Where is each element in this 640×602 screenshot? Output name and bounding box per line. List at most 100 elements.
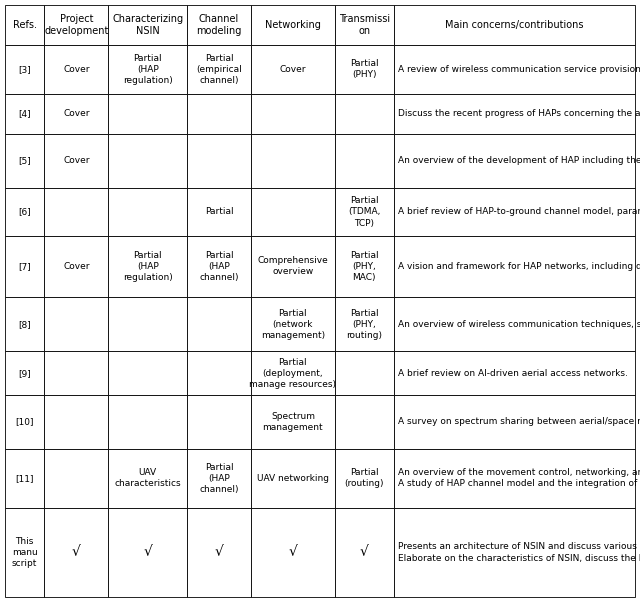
Text: An overview of wireless communication techniques, system architectures, and open: An overview of wireless communication te… — [398, 320, 640, 329]
Bar — [251, 395, 335, 448]
Text: Main concerns/contributions: Main concerns/contributions — [445, 20, 584, 30]
Bar — [5, 352, 44, 395]
Text: Cover: Cover — [63, 65, 90, 74]
Bar — [335, 352, 394, 395]
Text: [11]: [11] — [15, 474, 34, 483]
Text: Partial
(network
management): Partial (network management) — [261, 309, 325, 340]
Bar — [44, 134, 108, 188]
Bar — [335, 45, 394, 94]
Text: Project
development: Project development — [44, 14, 109, 36]
Bar — [44, 297, 108, 352]
Text: Discuss the recent progress of HAPs concerning the aspects of shape optimization: Discuss the recent progress of HAPs conc… — [398, 110, 640, 119]
Text: [5]: [5] — [19, 157, 31, 166]
Bar — [251, 448, 335, 508]
Bar — [187, 5, 251, 45]
Text: Partial
(empirical
channel): Partial (empirical channel) — [196, 54, 242, 85]
Bar — [44, 508, 108, 597]
Bar — [187, 352, 251, 395]
Bar — [108, 94, 187, 134]
Text: Transmissi
on: Transmissi on — [339, 14, 390, 36]
Bar — [44, 5, 108, 45]
Bar — [251, 5, 335, 45]
Text: Cover: Cover — [63, 157, 90, 166]
Text: Refs.: Refs. — [13, 20, 36, 30]
Bar — [251, 45, 335, 94]
Bar — [251, 188, 335, 235]
Text: UAV
characteristics: UAV characteristics — [115, 468, 181, 488]
Text: An overview of the movement control, networking, and transmission technologies o: An overview of the movement control, net… — [398, 468, 640, 488]
Bar — [335, 297, 394, 352]
Bar — [44, 188, 108, 235]
Bar — [187, 45, 251, 94]
Bar — [187, 94, 251, 134]
Bar — [44, 45, 108, 94]
Bar — [108, 297, 187, 352]
Text: √: √ — [214, 545, 223, 559]
Bar — [108, 5, 187, 45]
Bar — [251, 235, 335, 297]
Text: Spectrum
management: Spectrum management — [262, 412, 323, 432]
Text: Partial
(HAP
regulation): Partial (HAP regulation) — [123, 54, 173, 85]
Bar — [108, 134, 187, 188]
Text: Partial
(routing): Partial (routing) — [344, 468, 384, 488]
Text: [9]: [9] — [19, 369, 31, 378]
Bar — [108, 508, 187, 597]
Bar — [5, 297, 44, 352]
Bar — [251, 297, 335, 352]
Text: [4]: [4] — [19, 110, 31, 119]
Text: √: √ — [143, 545, 152, 559]
Bar — [5, 508, 44, 597]
Bar — [394, 94, 635, 134]
Bar — [187, 448, 251, 508]
Text: [10]: [10] — [15, 417, 34, 426]
Bar — [394, 352, 635, 395]
Text: A brief review on AI-driven aerial access networks.: A brief review on AI-driven aerial acces… — [398, 369, 628, 378]
Bar — [44, 395, 108, 448]
Text: Partial
(PHY,
routing): Partial (PHY, routing) — [346, 309, 382, 340]
Bar — [394, 5, 635, 45]
Bar — [251, 508, 335, 597]
Text: Cover: Cover — [63, 110, 90, 119]
Bar — [108, 188, 187, 235]
Text: [3]: [3] — [19, 65, 31, 74]
Text: [8]: [8] — [19, 320, 31, 329]
Text: Partial
(PHY,
MAC): Partial (PHY, MAC) — [350, 251, 379, 282]
Bar — [5, 45, 44, 94]
Bar — [187, 508, 251, 597]
Bar — [108, 235, 187, 297]
Bar — [44, 94, 108, 134]
Bar — [44, 235, 108, 297]
Bar — [335, 188, 394, 235]
Bar — [5, 395, 44, 448]
Text: Channel
modeling: Channel modeling — [196, 14, 242, 36]
Text: Comprehensive
overview: Comprehensive overview — [257, 256, 328, 276]
Text: Partial
(deployment,
manage resources): Partial (deployment, manage resources) — [250, 358, 337, 389]
Text: An overview of the development of HAP including the history of HAPs, the present: An overview of the development of HAP in… — [398, 157, 640, 166]
Text: Partial
(HAP
regulation): Partial (HAP regulation) — [123, 251, 173, 282]
Text: √: √ — [72, 545, 81, 559]
Bar — [394, 188, 635, 235]
Text: Partial: Partial — [205, 208, 234, 216]
Bar — [394, 45, 635, 94]
Bar — [5, 94, 44, 134]
Text: A survey on spectrum sharing between aerial/space networks and ground networks, : A survey on spectrum sharing between aer… — [398, 417, 640, 426]
Text: Partial
(HAP
channel): Partial (HAP channel) — [199, 251, 239, 282]
Bar — [108, 395, 187, 448]
Bar — [335, 94, 394, 134]
Text: This
manu
script: This manu script — [12, 537, 38, 568]
Text: Partial
(PHY): Partial (PHY) — [350, 60, 379, 79]
Bar — [335, 395, 394, 448]
Bar — [394, 134, 635, 188]
Bar — [44, 352, 108, 395]
Bar — [335, 235, 394, 297]
Bar — [187, 235, 251, 297]
Bar — [335, 508, 394, 597]
Bar — [394, 448, 635, 508]
Bar — [108, 45, 187, 94]
Text: Presents an architecture of NSIN and discuss various use cases of NSIN.
Elaborat: Presents an architecture of NSIN and dis… — [398, 542, 640, 562]
Bar — [187, 188, 251, 235]
Bar — [187, 134, 251, 188]
Text: A vision and framework for HAP networks, including discussion of various use-cas: A vision and framework for HAP networks,… — [398, 262, 640, 271]
Text: Cover: Cover — [63, 262, 90, 271]
Text: [7]: [7] — [19, 262, 31, 271]
